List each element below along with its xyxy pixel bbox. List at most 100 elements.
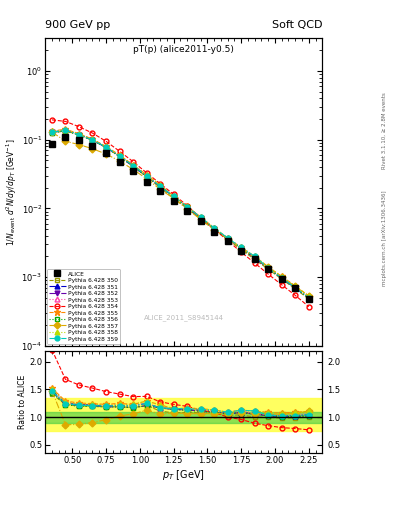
Pythia 6.428 355	[198, 214, 203, 220]
Pythia 6.428 351	[198, 215, 203, 221]
Pythia 6.428 357	[77, 141, 81, 147]
Pythia 6.428 358	[252, 253, 257, 260]
Pythia 6.428 350	[104, 144, 108, 151]
Pythia 6.428 353	[63, 126, 68, 133]
Pythia 6.428 358	[185, 204, 189, 210]
Pythia 6.428 351	[185, 204, 189, 210]
Text: 900 GeV pp: 900 GeV pp	[45, 20, 110, 31]
Pythia 6.428 352	[90, 137, 95, 143]
Text: mcplots.cern.ch [arXiv:1306.3436]: mcplots.cern.ch [arXiv:1306.3436]	[382, 190, 387, 286]
Pythia 6.428 359	[266, 265, 270, 271]
ALICE	[63, 134, 68, 140]
Pythia 6.428 353	[266, 265, 270, 271]
Y-axis label: Ratio to ALICE: Ratio to ALICE	[18, 375, 26, 429]
Pythia 6.428 358	[90, 136, 95, 142]
Pythia 6.428 352	[293, 285, 298, 291]
Pythia 6.428 359	[158, 183, 162, 189]
Pythia 6.428 355	[117, 152, 122, 158]
Pythia 6.428 359	[185, 204, 189, 210]
Pythia 6.428 352	[225, 236, 230, 242]
Pythia 6.428 354	[279, 282, 284, 288]
Pythia 6.428 351	[252, 255, 257, 261]
Pythia 6.428 358	[50, 129, 54, 135]
Pythia 6.428 355	[266, 264, 270, 270]
Pythia 6.428 354	[185, 202, 189, 208]
Line: Pythia 6.428 351: Pythia 6.428 351	[50, 127, 311, 300]
Pythia 6.428 359	[171, 193, 176, 199]
Pythia 6.428 351	[90, 137, 95, 143]
Pythia 6.428 354	[171, 191, 176, 198]
Pythia 6.428 354	[104, 138, 108, 144]
Pythia 6.428 351	[50, 129, 54, 135]
Pythia 6.428 351	[77, 131, 81, 137]
Pythia 6.428 359	[90, 137, 95, 143]
Pythia 6.428 356	[131, 163, 136, 169]
Line: Pythia 6.428 355: Pythia 6.428 355	[48, 126, 312, 300]
Pythia 6.428 350	[212, 226, 217, 232]
Pythia 6.428 354	[90, 130, 95, 136]
Pythia 6.428 352	[131, 163, 136, 169]
Pythia 6.428 350	[144, 174, 149, 180]
Pythia 6.428 359	[77, 132, 81, 138]
Pythia 6.428 358	[198, 214, 203, 220]
Pythia 6.428 351	[117, 153, 122, 159]
Pythia 6.428 356	[293, 285, 298, 291]
Pythia 6.428 350	[279, 276, 284, 282]
Pythia 6.428 354	[266, 271, 270, 277]
Pythia 6.428 357	[104, 151, 108, 157]
Pythia 6.428 357	[185, 206, 189, 212]
ALICE	[144, 179, 149, 185]
Pythia 6.428 352	[212, 226, 217, 232]
Pythia 6.428 358	[63, 126, 68, 133]
Pythia 6.428 351	[239, 245, 244, 251]
Pythia 6.428 358	[293, 283, 298, 289]
Pythia 6.428 358	[77, 131, 81, 137]
Pythia 6.428 354	[252, 260, 257, 266]
Pythia 6.428 358	[212, 225, 217, 231]
Line: Pythia 6.428 358: Pythia 6.428 358	[50, 127, 311, 298]
Pythia 6.428 350	[50, 130, 54, 136]
Pythia 6.428 359	[50, 129, 54, 135]
Line: Pythia 6.428 350: Pythia 6.428 350	[50, 129, 311, 301]
Pythia 6.428 352	[307, 295, 311, 302]
Pythia 6.428 358	[131, 162, 136, 168]
ALICE	[77, 137, 81, 143]
Pythia 6.428 350	[158, 185, 162, 191]
Pythia 6.428 355	[252, 253, 257, 260]
Pythia 6.428 358	[225, 235, 230, 241]
Pythia 6.428 350	[239, 247, 244, 253]
Pythia 6.428 357	[252, 255, 257, 261]
Pythia 6.428 350	[198, 216, 203, 222]
ALICE	[198, 218, 203, 224]
Line: ALICE: ALICE	[49, 134, 312, 302]
Pythia 6.428 351	[158, 183, 162, 189]
Pythia 6.428 354	[239, 249, 244, 255]
Pythia 6.428 357	[131, 166, 136, 173]
Pythia 6.428 351	[307, 294, 311, 301]
Pythia 6.428 353	[185, 204, 189, 210]
Pythia 6.428 354	[293, 292, 298, 298]
Pythia 6.428 355	[158, 182, 162, 188]
Pythia 6.428 353	[307, 294, 311, 300]
Pythia 6.428 350	[293, 286, 298, 292]
Pythia 6.428 356	[185, 204, 189, 210]
Pythia 6.428 356	[63, 127, 68, 134]
Pythia 6.428 356	[144, 174, 149, 180]
Pythia 6.428 352	[117, 154, 122, 160]
ALICE	[279, 275, 284, 282]
Pythia 6.428 355	[90, 136, 95, 142]
Pythia 6.428 357	[225, 236, 230, 242]
Pythia 6.428 355	[131, 162, 136, 168]
Pythia 6.428 358	[144, 172, 149, 178]
ALICE	[131, 168, 136, 174]
Pythia 6.428 350	[225, 237, 230, 243]
Pythia 6.428 357	[307, 293, 311, 299]
Pythia 6.428 352	[104, 144, 108, 151]
Line: Pythia 6.428 353: Pythia 6.428 353	[50, 127, 311, 300]
Pythia 6.428 350	[63, 127, 68, 134]
Pythia 6.428 352	[198, 215, 203, 221]
Pythia 6.428 356	[50, 130, 54, 136]
ALICE	[117, 159, 122, 165]
Pythia 6.428 358	[117, 153, 122, 159]
ALICE	[225, 238, 230, 244]
